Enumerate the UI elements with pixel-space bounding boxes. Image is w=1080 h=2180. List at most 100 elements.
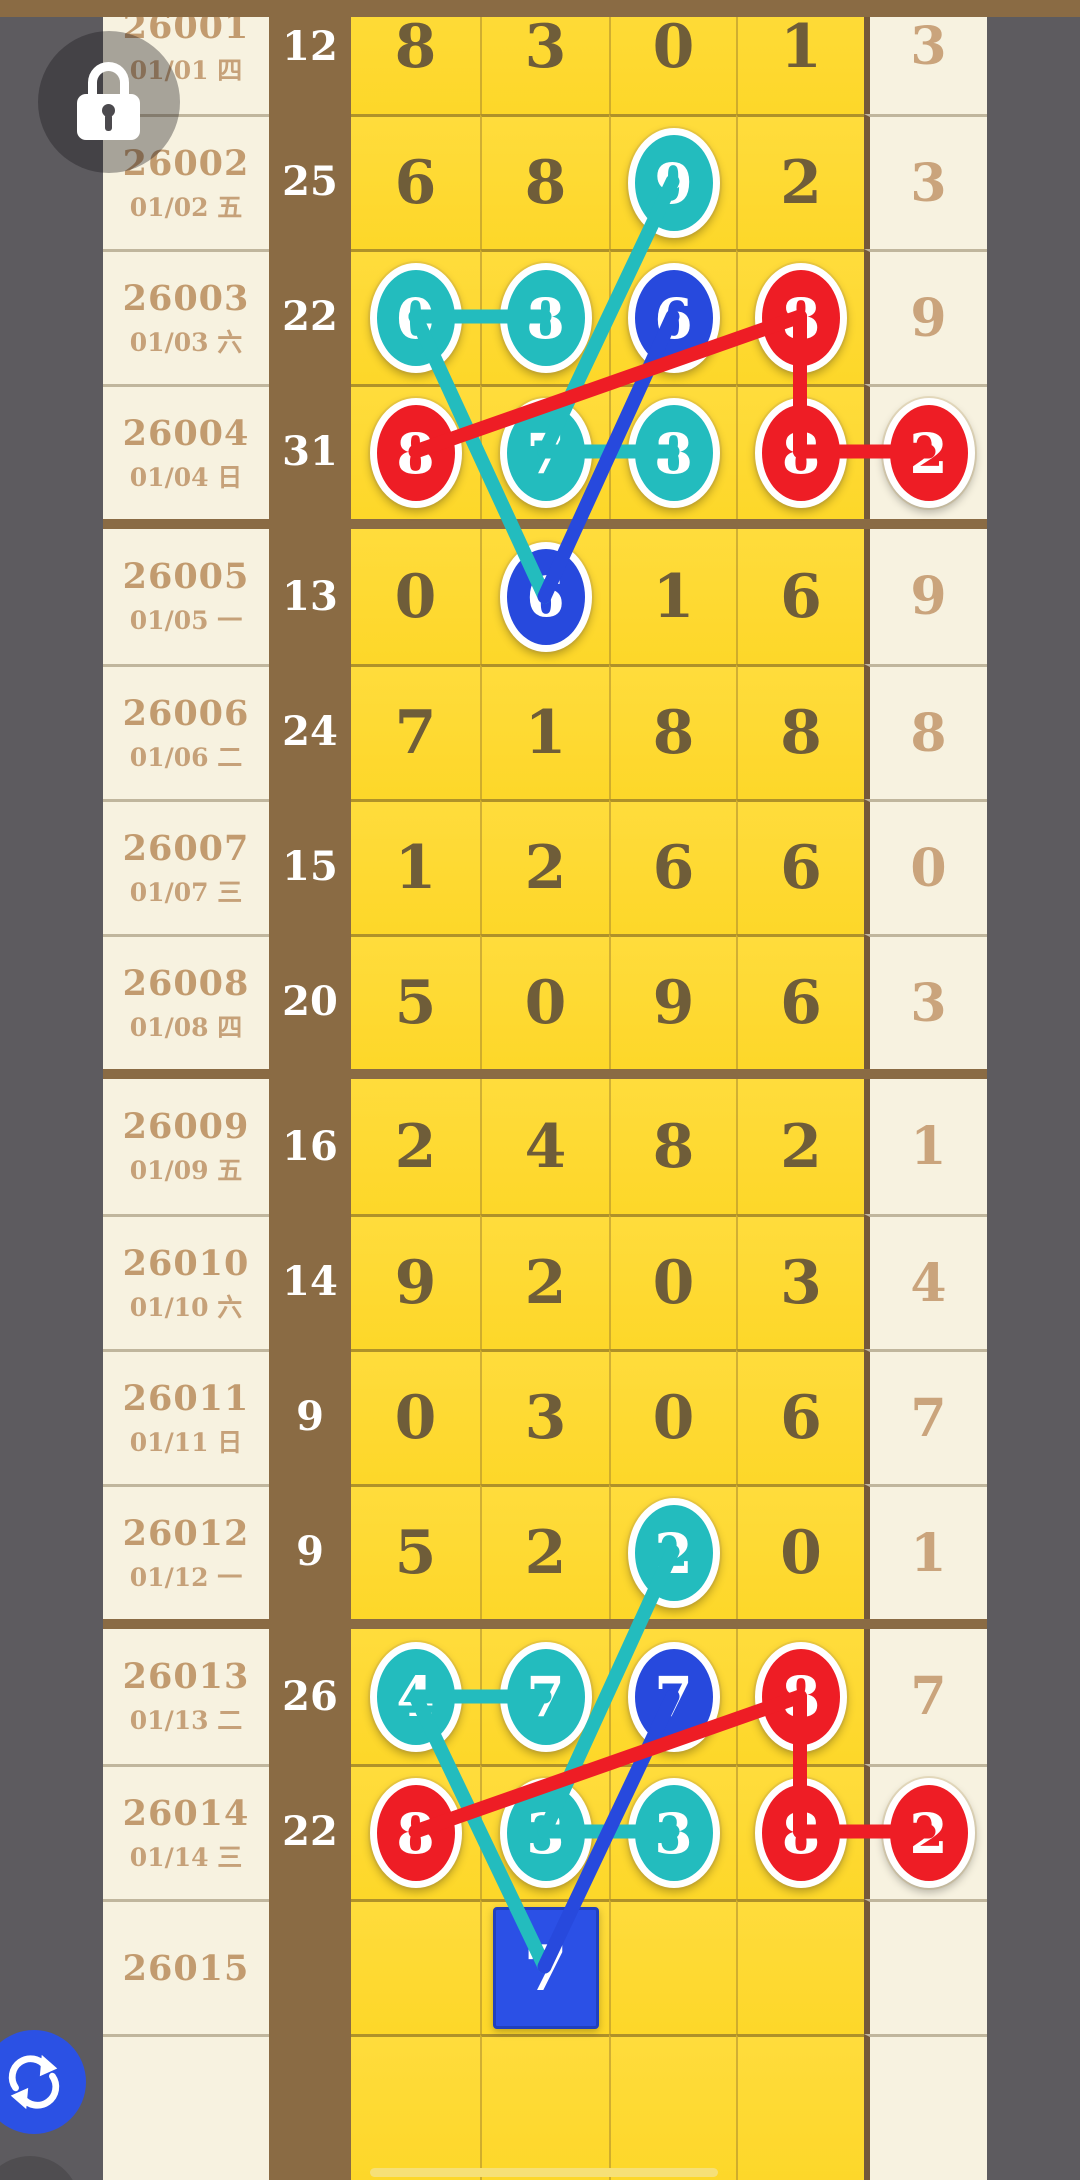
tail-cell: 7 [864, 1349, 987, 1484]
tail-cell: 4 [864, 1214, 987, 1349]
period-label: 26008 [122, 962, 250, 1004]
digit-label: 9 [652, 968, 695, 1038]
digit-label: 1 [524, 698, 567, 768]
period-cell: 26010 01/10 六 [103, 1214, 269, 1349]
date-label: 01/06 二 [129, 742, 243, 772]
digit-cell [480, 2034, 609, 2180]
sum-cell: 14 [269, 1214, 351, 1349]
period-cell: 26006 01/06 二 [103, 664, 269, 799]
date-label: 01/10 六 [129, 1292, 243, 1322]
tail-cell: 9 [864, 529, 987, 664]
digit-cell: 3 [736, 1214, 864, 1349]
digit-circle-teal: 2 [627, 1498, 720, 1608]
digit-cell: 1 [609, 529, 736, 664]
digit-label: 0 [524, 968, 567, 1038]
group-separator [103, 1069, 987, 1079]
digit-label: 8 [780, 698, 822, 768]
sum-label: 22 [282, 293, 338, 340]
tail-cell: 2 [864, 384, 987, 519]
digit-cell: 6 [736, 529, 864, 664]
table-row: 26007 01/07 三 15 1 2 6 6 0 [103, 799, 987, 934]
tail-cell: 8 [864, 664, 987, 799]
period-cell [103, 2034, 269, 2180]
table-row: 26010 01/10 六 14 9 2 0 3 4 [103, 1214, 987, 1349]
digit-cell: 0 [609, 1349, 736, 1484]
digit-cell: 4 [351, 1629, 480, 1764]
tail-digit: 4 [910, 1252, 947, 1314]
period-cell: 26013 01/13 二 [103, 1629, 269, 1764]
table-row: 26015 7 [103, 1899, 987, 2034]
sum-label: 22 [282, 1808, 338, 1855]
digit-circle-teal: 3 [627, 1778, 720, 1888]
digit-cell: 9 [609, 934, 736, 1069]
digit-cell: 3 [480, 0, 609, 114]
digit-cell: 0 [351, 529, 480, 664]
sum-cell: 20 [269, 934, 351, 1069]
digit-label: 8 [524, 148, 567, 218]
digit-label: 8 [652, 698, 695, 768]
period-label: 26006 [122, 692, 250, 734]
lock-button[interactable] [38, 31, 180, 173]
digit-cell: 1 [351, 799, 480, 934]
tail-cell: 7 [864, 1629, 987, 1764]
digit-label: 3 [524, 11, 567, 82]
period-label: 26003 [122, 277, 250, 319]
digit-label: 6 [394, 148, 437, 218]
period-cell: 26011 01/11 日 [103, 1349, 269, 1484]
digit-cell [351, 1899, 480, 2034]
digit-label: 2 [524, 833, 567, 903]
digit-cell: 6 [736, 1349, 864, 1484]
sum-label: 25 [282, 158, 338, 205]
tail-cell: 3 [864, 0, 987, 114]
date-label: 01/11 日 [129, 1427, 243, 1457]
table-row: 26011 01/11 日 9 0 3 0 6 7 [103, 1349, 987, 1484]
date-label: 01/13 二 [129, 1706, 243, 1735]
digit-cell: 8 [736, 1629, 864, 1764]
digit-cell: 2 [609, 1484, 736, 1619]
date-label: 01/14 三 [129, 1842, 243, 1872]
tail-cell: 0 [864, 799, 987, 934]
digit-label: 1 [780, 11, 822, 82]
digit-circle-teal: 4 [369, 1641, 462, 1752]
group-separator [103, 519, 987, 529]
tail-digit: 3 [910, 972, 947, 1034]
digit-cell: 6 [609, 799, 736, 934]
period-cell: 26008 01/08 四 [103, 934, 269, 1069]
sum-cell: 22 [269, 1764, 351, 1899]
digit-cell [736, 2034, 864, 2180]
date-label: 01/05 一 [129, 606, 243, 635]
digit-cell: 8 [736, 384, 864, 519]
sum-label: 15 [282, 843, 338, 890]
table-row: 26013 01/13 二 26 4 7 7 8 7 [103, 1629, 987, 1764]
digit-label: 4 [524, 1111, 567, 1182]
digit-cell: 0 [609, 0, 736, 114]
tail-digit: 8 [910, 702, 947, 764]
digit-label: 0 [780, 1518, 822, 1588]
tail-cell: 9 [864, 249, 987, 384]
digit-cell: 9 [351, 1214, 480, 1349]
sum-cell: 25 [269, 114, 351, 249]
date-label: 01/09 五 [129, 1156, 243, 1185]
sum-label: 9 [296, 1528, 324, 1575]
scrollbar-thumb[interactable] [370, 2168, 718, 2177]
table-row: 26003 01/03 六 22 0 8 6 8 9 [103, 249, 987, 384]
tail-cell: 1 [864, 1079, 987, 1214]
sum-cell: 12 [269, 0, 351, 114]
period-label: 26011 [122, 1377, 250, 1419]
digit-cell: 7 [480, 384, 609, 519]
tail-cell: 3 [864, 934, 987, 1069]
digit-cell: 3 [480, 1349, 609, 1484]
period-cell: 26003 01/03 六 [103, 249, 269, 384]
digit-cell: 8 [351, 1764, 480, 1899]
digit-cell: 7 [480, 1899, 609, 2034]
digit-cell: 4 [480, 1079, 609, 1214]
digit-label: 6 [780, 968, 822, 1038]
digit-cell: 9 [609, 114, 736, 249]
period-cell: 26015 [103, 1899, 269, 2034]
refresh-button[interactable] [0, 2030, 86, 2134]
digit-cell [351, 2034, 480, 2180]
period-label: 26013 [122, 1656, 250, 1697]
digit-label: 0 [652, 11, 695, 82]
table-row: 26004 01/04 日 31 8 7 8 8 2 [103, 384, 987, 519]
